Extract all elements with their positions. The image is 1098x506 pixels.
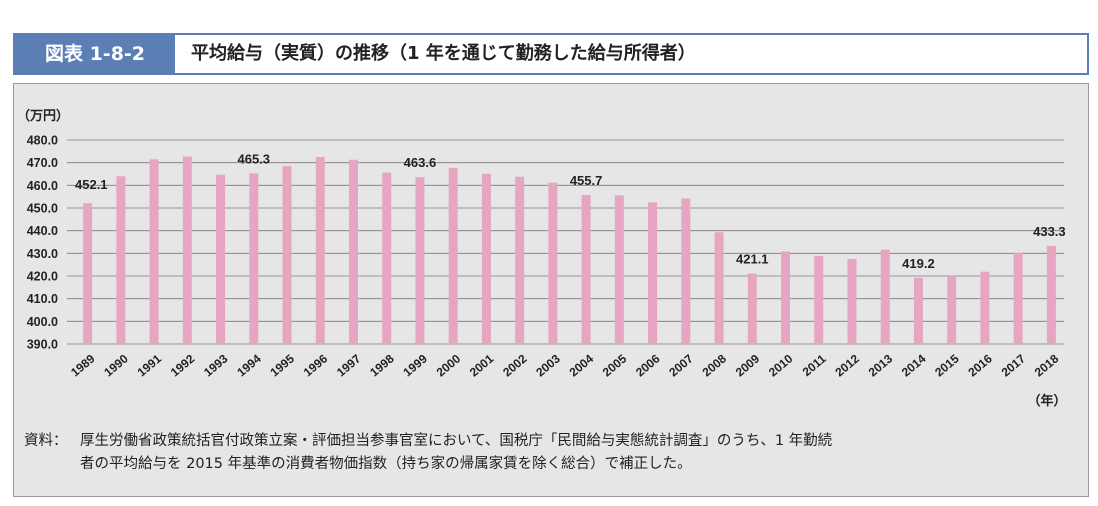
bar: [415, 177, 425, 344]
y-tick-label: 400.0: [27, 315, 58, 329]
bar: [614, 195, 624, 344]
figure-header: 図表 1-8-2 平均給与（実質）の推移（1 年を通じて勤務した給与所得者）: [13, 33, 1089, 75]
source-label: 資料：: [24, 433, 68, 449]
x-tick-label: 1991: [135, 351, 165, 379]
x-tick-label: 2013: [866, 351, 896, 379]
x-tick-label: 2005: [600, 351, 630, 379]
x-tick-label: 2012: [832, 351, 862, 379]
data-label: 421.1: [736, 252, 769, 267]
bar: [348, 159, 358, 344]
data-label: 463.6: [404, 155, 437, 170]
y-tick-label: 390.0: [27, 338, 58, 352]
bar: [781, 251, 791, 344]
bar: [913, 277, 923, 344]
data-label: 465.3: [238, 151, 271, 166]
x-tick-label: 1993: [201, 351, 231, 379]
y-tick-label: 430.0: [27, 247, 58, 261]
x-tick-label: 2004: [567, 351, 597, 379]
x-tick-label: 1989: [68, 351, 98, 379]
bar: [980, 271, 990, 344]
x-tick-label: 1992: [168, 351, 198, 379]
x-tick-label: 2001: [467, 351, 497, 379]
bar: [249, 173, 259, 344]
bar: [681, 198, 691, 344]
x-tick-label: 1996: [301, 351, 331, 379]
x-tick-label: 1999: [400, 351, 430, 379]
figure-title: 平均給与（実質）の推移（1 年を通じて勤務した給与所得者）: [191, 43, 696, 64]
y-tick-label: 410.0: [27, 292, 58, 306]
bar: [847, 259, 857, 344]
source-line-1: 厚生労働省政策統括官付政策立案・評価担当参事官室において、国税庁「民間給与実態統…: [80, 433, 833, 449]
x-tick-label: 1994: [234, 351, 264, 379]
bar: [581, 195, 591, 344]
x-tick-label: 2003: [533, 351, 563, 379]
x-tick-label: 2016: [965, 351, 995, 379]
x-tick-label: 2000: [434, 351, 464, 379]
bar: [382, 172, 392, 344]
x-tick-label: 1995: [267, 351, 297, 379]
data-label: 433.3: [1033, 224, 1066, 239]
x-tick-label: 1998: [367, 351, 397, 379]
x-tick-label: 2006: [633, 351, 663, 379]
bar: [548, 182, 558, 344]
x-tick-label: 2014: [899, 351, 929, 379]
data-label: 455.7: [570, 173, 603, 188]
x-tick-label: 2009: [733, 351, 763, 379]
x-tick-label: 2002: [500, 351, 530, 379]
bar: [216, 174, 226, 344]
data-label: 419.2: [902, 256, 935, 271]
bar: [182, 156, 192, 344]
bar: [814, 256, 824, 344]
bar: [1013, 252, 1023, 344]
bar: [648, 202, 658, 344]
x-tick-label: 2011: [800, 351, 829, 379]
y-tick-label: 480.0: [27, 134, 58, 148]
x-tick-label: 2008: [700, 351, 730, 379]
bar: [282, 166, 292, 344]
x-tick-label: 2017: [999, 351, 1029, 379]
y-tick-label: 420.0: [27, 270, 58, 284]
bar: [448, 167, 458, 344]
x-tick-label: 2010: [766, 351, 796, 379]
y-axis-label: （万円）: [17, 108, 69, 123]
data-label: 452.1: [75, 177, 108, 192]
source-line-2: 者の平均給与を 2015 年基準の消費者物価指数（持ち家の帰属家賃を除く総合）で…: [80, 456, 692, 472]
bar: [515, 176, 525, 344]
y-tick-label: 470.0: [27, 156, 58, 170]
y-tick-label: 460.0: [27, 179, 58, 193]
bar: [83, 203, 93, 344]
bar: [947, 276, 957, 344]
x-tick-label: 1997: [334, 351, 364, 379]
bar: [714, 232, 724, 344]
bar: [116, 176, 126, 344]
bar: [1046, 245, 1056, 344]
bar: [315, 157, 325, 344]
x-tick-label: 1990: [101, 351, 131, 379]
x-tick-label: 2015: [932, 351, 962, 379]
figure-label: 図表 1-8-2: [15, 35, 175, 73]
source-text: 厚生労働省政策統括官付政策立案・評価担当参事官室において、国税庁「民間給与実態統…: [80, 430, 1080, 476]
y-tick-label: 450.0: [27, 202, 58, 216]
x-tick-label: 2018: [1032, 351, 1062, 379]
bar: [747, 273, 757, 344]
bar: [481, 173, 491, 344]
y-tick-label: 440.0: [27, 224, 58, 238]
bar: [149, 159, 159, 344]
x-tick-label: 2007: [666, 351, 696, 379]
bar: [880, 249, 890, 344]
bar-chart: （万円） 390.0 400.0 410.0 420.0 430.0 440.0 450.0 4…: [17, 108, 1067, 408]
x-axis-label: （年）: [1027, 393, 1066, 408]
